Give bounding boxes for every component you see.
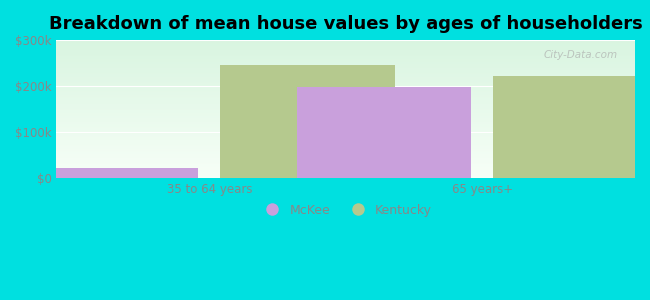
Title: Breakdown of mean house values by ages of householders: Breakdown of mean house values by ages o… — [49, 15, 643, 33]
Bar — [493, 76, 650, 178]
Bar — [24, 168, 198, 178]
Bar — [296, 87, 471, 178]
Text: City-Data.com: City-Data.com — [543, 50, 618, 60]
Bar — [220, 65, 395, 178]
Legend: McKee, Kentucky: McKee, Kentucky — [254, 199, 437, 221]
